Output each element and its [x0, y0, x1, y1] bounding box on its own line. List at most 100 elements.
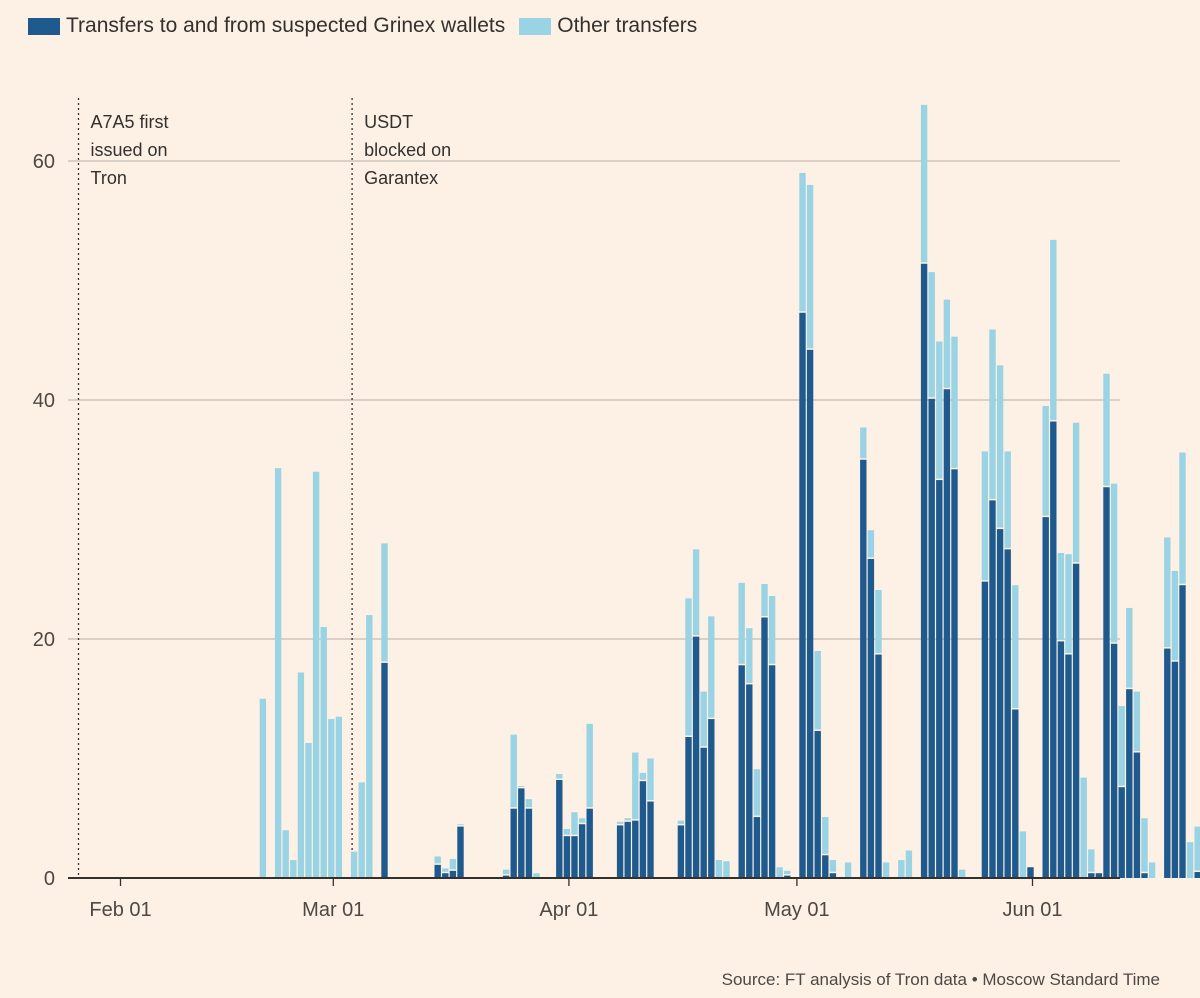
annotation-text-1-0: USDT [364, 112, 413, 132]
bar-grinex [1179, 585, 1186, 878]
bar-grinex [989, 500, 996, 878]
bar-other [996, 365, 1004, 528]
bar-other [525, 799, 533, 808]
bar-other [700, 691, 707, 747]
bar-other [989, 329, 996, 499]
bar-other [305, 742, 312, 878]
bar-other [1004, 451, 1011, 548]
bar-other [434, 856, 441, 864]
bar-other [297, 672, 305, 878]
bar-other [860, 427, 867, 459]
bar-grinex [936, 480, 943, 878]
bar-other [533, 873, 540, 878]
bar-other [647, 758, 654, 801]
bar-other [1072, 422, 1080, 563]
bar-other [1118, 705, 1125, 786]
bar-other [1050, 239, 1057, 421]
bar-other [366, 615, 373, 878]
bar-other [951, 336, 958, 468]
bar-other [1080, 777, 1087, 878]
bar-grinex [677, 825, 685, 878]
bar-grinex [806, 349, 814, 878]
bar-other [328, 719, 335, 878]
bar-other [1141, 818, 1148, 872]
bar-other [1186, 842, 1194, 878]
bar-other [381, 543, 388, 662]
y-tick-label-40: 40 [33, 390, 55, 412]
bar-grinex [951, 469, 958, 878]
bar-other [920, 104, 928, 263]
bar-other [1012, 585, 1019, 709]
bar-other [624, 818, 631, 821]
bar-other [708, 616, 715, 718]
legend-swatch-grinex [28, 17, 60, 35]
bar-other [677, 820, 685, 824]
bar-other [578, 818, 586, 823]
bar-grinex [571, 836, 578, 878]
bar-other [290, 860, 297, 878]
bar-grinex [784, 875, 791, 878]
bar-other [259, 698, 267, 878]
annotation-text-1-1: blocked on [364, 140, 451, 160]
bar-grinex [1004, 549, 1011, 878]
legend-item-other: Other transfers [519, 14, 697, 38]
bar-grinex [510, 808, 517, 878]
bar-other [1088, 849, 1095, 872]
bar-other [1194, 826, 1200, 871]
bar-other [449, 858, 457, 870]
bar-grinex [1072, 563, 1080, 878]
bar-grinex [624, 821, 631, 878]
bar-other [692, 549, 700, 636]
bar-other [350, 851, 358, 878]
bar-grinex [746, 684, 753, 878]
x-tick-label-1: Mar 01 [302, 899, 364, 921]
x-tick-label-3: May 01 [764, 899, 830, 921]
bar-other [882, 862, 890, 878]
x-tick-label-2: Apr 01 [539, 899, 598, 921]
legend-label-other: Other transfers [557, 14, 698, 37]
bar-other [320, 627, 327, 878]
legend-swatch-other [519, 17, 552, 35]
legend-item-grinex: Transfers to and from suspected Grinex w… [28, 14, 505, 38]
bar-grinex [578, 824, 586, 878]
bar-grinex [1095, 873, 1103, 878]
x-tick-label-4: Jun 01 [1002, 899, 1062, 921]
annotation-text-0-2: Tron [91, 168, 127, 188]
bar-grinex [738, 665, 745, 878]
bar-grinex [1088, 873, 1095, 878]
bar-other [829, 860, 837, 872]
bar-grinex [1057, 641, 1065, 878]
bar-other [898, 860, 905, 878]
bar-other [1019, 831, 1027, 878]
bar-grinex [943, 389, 951, 878]
bar-grinex [525, 808, 533, 878]
bar-grinex [1012, 709, 1019, 878]
bar-grinex [1042, 517, 1049, 878]
bar-grinex [1126, 689, 1133, 878]
bar-grinex [1141, 873, 1148, 878]
bar-other [799, 172, 806, 312]
bar-grinex [1027, 867, 1034, 878]
annotation-text-1-2: Garantex [364, 168, 438, 188]
x-tick-label-0: Feb 01 [89, 899, 151, 921]
bar-other [746, 628, 753, 683]
bar-grinex [1050, 421, 1057, 878]
bar-grinex [449, 870, 457, 878]
bar-grinex [920, 263, 928, 878]
legend: Transfers to and from suspected Grinex w… [28, 14, 711, 38]
legend-label-grinex: Transfers to and from suspected Grinex w… [66, 14, 506, 37]
bar-grinex [753, 817, 761, 878]
bar-other [335, 716, 343, 878]
bar-other [586, 723, 593, 808]
bar-other [1179, 452, 1186, 584]
bar-other [274, 468, 282, 878]
bar-grinex [556, 780, 563, 878]
bar-other [738, 582, 745, 664]
bar-other [632, 752, 639, 820]
bar-grinex [814, 731, 821, 878]
bar-other [875, 590, 882, 654]
bar-grinex [639, 781, 647, 878]
bar-other [1057, 552, 1065, 640]
bar-other [556, 774, 563, 779]
